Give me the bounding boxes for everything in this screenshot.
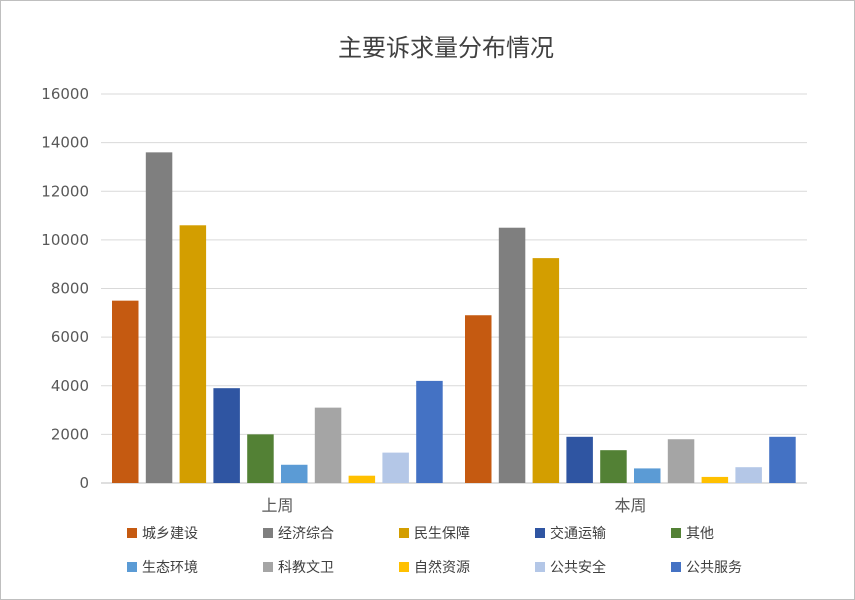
- bar-交通运输-本周: [566, 436, 593, 483]
- bar-民生保障-本周: [532, 258, 560, 483]
- bar-自然资源-本周: [701, 476, 729, 483]
- legend-label: 经济综合: [278, 526, 334, 542]
- legend-label: 科教文卫: [278, 560, 334, 576]
- bar-公共服务-上周: [416, 380, 443, 483]
- legend-swatch: [671, 528, 681, 538]
- legend-swatch: [263, 528, 273, 538]
- bar-经济综合-本周: [498, 227, 526, 483]
- x-category-label: 上周: [261, 496, 293, 515]
- legend-swatch: [399, 562, 409, 572]
- bar-民生保障-上周: [179, 225, 207, 483]
- y-tick-label: 8000: [51, 280, 89, 298]
- legend-label: 民生保障: [414, 526, 470, 542]
- legend-swatch: [399, 528, 409, 538]
- bar-公共服务-本周: [769, 436, 796, 483]
- y-tick-label: 10000: [41, 231, 89, 249]
- legend-label: 城乡建设: [142, 526, 198, 542]
- bar-公共安全-本周: [735, 467, 762, 483]
- legend-swatch: [535, 528, 545, 538]
- y-tick-label: 16000: [41, 85, 89, 103]
- bars: [112, 152, 796, 483]
- y-axis-ticks: 0 2000 4000 6000 8000 10000 12000 14000 16000: [41, 85, 89, 492]
- y-tick-label: 2000: [51, 425, 89, 443]
- legend-label: 公共安全: [550, 559, 606, 576]
- bar-其他-本周: [600, 450, 627, 483]
- x-category-label: 本周: [614, 496, 646, 515]
- legend-label: 自然资源: [414, 559, 470, 576]
- legend-swatch: [127, 562, 137, 572]
- legend-label: 交通运输: [550, 525, 606, 542]
- bar-生态环境-上周: [281, 464, 308, 483]
- legend-label: 其他: [686, 526, 714, 542]
- bar-交通运输-上周: [213, 388, 240, 483]
- legend-swatch: [127, 528, 137, 538]
- x-axis-categories: 上周 本周: [261, 496, 646, 515]
- y-tick-label: 4000: [51, 377, 89, 395]
- y-tick-label: 6000: [51, 328, 89, 346]
- bar-自然资源-上周: [348, 475, 376, 483]
- legend-swatch: [263, 562, 273, 572]
- y-tick-label: 0: [79, 474, 89, 492]
- legend-swatch: [535, 562, 545, 572]
- bar-生态环境-本周: [634, 468, 661, 483]
- legend-label: 生态环境: [142, 560, 198, 576]
- bar-其他-上周: [247, 434, 274, 483]
- y-tick-label: 14000: [41, 134, 89, 152]
- legend-swatch: [671, 562, 681, 572]
- gridlines: [101, 93, 807, 484]
- chart-title: 主要诉求量分布情况: [338, 34, 554, 62]
- bar-城乡建设-上周: [112, 300, 139, 483]
- legend-label: 公共服务: [686, 560, 742, 576]
- y-tick-label: 12000: [41, 182, 89, 200]
- bar-科教文卫-本周: [667, 439, 695, 483]
- bar-公共安全-上周: [382, 452, 409, 483]
- bar-科教文卫-上周: [314, 407, 342, 483]
- bar-城乡建设-本周: [465, 315, 492, 483]
- bar-经济综合-上周: [145, 152, 173, 483]
